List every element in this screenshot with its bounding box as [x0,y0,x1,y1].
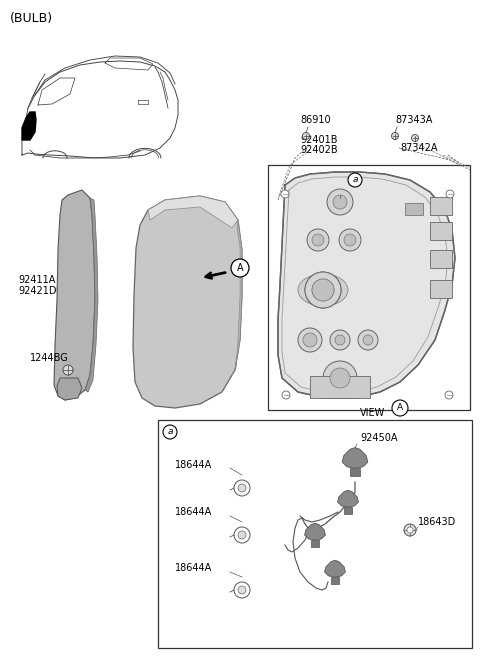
FancyBboxPatch shape [430,222,452,240]
Circle shape [234,582,250,598]
Text: 92421D: 92421D [18,286,57,296]
Circle shape [363,335,373,345]
Circle shape [305,272,341,308]
Polygon shape [278,172,455,398]
Polygon shape [342,447,368,468]
Text: 86910: 86910 [300,115,331,125]
Polygon shape [54,190,95,400]
Circle shape [392,400,408,416]
FancyBboxPatch shape [344,507,352,514]
Circle shape [302,133,310,140]
Circle shape [234,480,250,496]
Circle shape [303,333,317,347]
Text: VIEW: VIEW [360,408,385,418]
Text: 18644A: 18644A [175,563,212,573]
Circle shape [348,173,362,187]
Circle shape [238,586,246,594]
Text: 1244BG: 1244BG [30,353,69,363]
Ellipse shape [298,274,348,306]
FancyBboxPatch shape [268,165,470,410]
Text: (BULB): (BULB) [10,12,53,25]
Circle shape [392,133,398,140]
Circle shape [282,391,290,399]
Text: A: A [397,403,403,413]
Circle shape [330,330,350,350]
Polygon shape [22,112,36,140]
Circle shape [231,259,249,277]
Text: A: A [237,263,243,273]
FancyBboxPatch shape [430,197,452,215]
Circle shape [312,279,334,301]
FancyBboxPatch shape [311,540,319,546]
Polygon shape [85,198,98,392]
Text: 92401B: 92401B [300,135,337,145]
FancyBboxPatch shape [430,280,452,298]
Circle shape [330,368,350,388]
Circle shape [234,527,250,543]
Text: 87342A: 87342A [400,143,437,153]
Circle shape [238,484,246,492]
Polygon shape [148,196,238,228]
Text: a: a [352,176,358,184]
Circle shape [327,189,353,215]
Circle shape [411,134,419,142]
Text: 92402B: 92402B [300,145,337,155]
FancyBboxPatch shape [430,250,452,268]
Circle shape [298,328,322,352]
Circle shape [339,229,361,251]
Polygon shape [337,490,359,507]
Circle shape [407,527,413,533]
Circle shape [163,425,177,439]
Circle shape [445,391,453,399]
Circle shape [312,234,324,246]
FancyBboxPatch shape [331,577,339,584]
Circle shape [333,195,347,209]
Circle shape [344,234,356,246]
Circle shape [63,365,73,375]
Text: 92450A: 92450A [360,433,397,443]
Circle shape [281,190,289,198]
FancyBboxPatch shape [310,376,370,398]
FancyBboxPatch shape [350,468,360,476]
Text: 92411A: 92411A [18,275,55,285]
Circle shape [446,190,454,198]
FancyBboxPatch shape [158,420,472,648]
Polygon shape [133,196,242,408]
Circle shape [238,531,246,539]
Text: 18643D: 18643D [418,517,456,527]
Polygon shape [305,523,325,540]
Circle shape [335,335,345,345]
Polygon shape [324,560,346,577]
Text: a: a [167,428,173,436]
Text: 18644A: 18644A [175,507,212,517]
Text: 18644A: 18644A [175,460,212,470]
Circle shape [404,524,416,536]
Circle shape [305,272,341,308]
Polygon shape [232,220,242,375]
Circle shape [307,229,329,251]
Circle shape [323,361,357,395]
Text: 87343A: 87343A [395,115,432,125]
FancyBboxPatch shape [405,203,423,215]
Polygon shape [57,378,82,400]
Circle shape [358,330,378,350]
Circle shape [312,279,334,301]
